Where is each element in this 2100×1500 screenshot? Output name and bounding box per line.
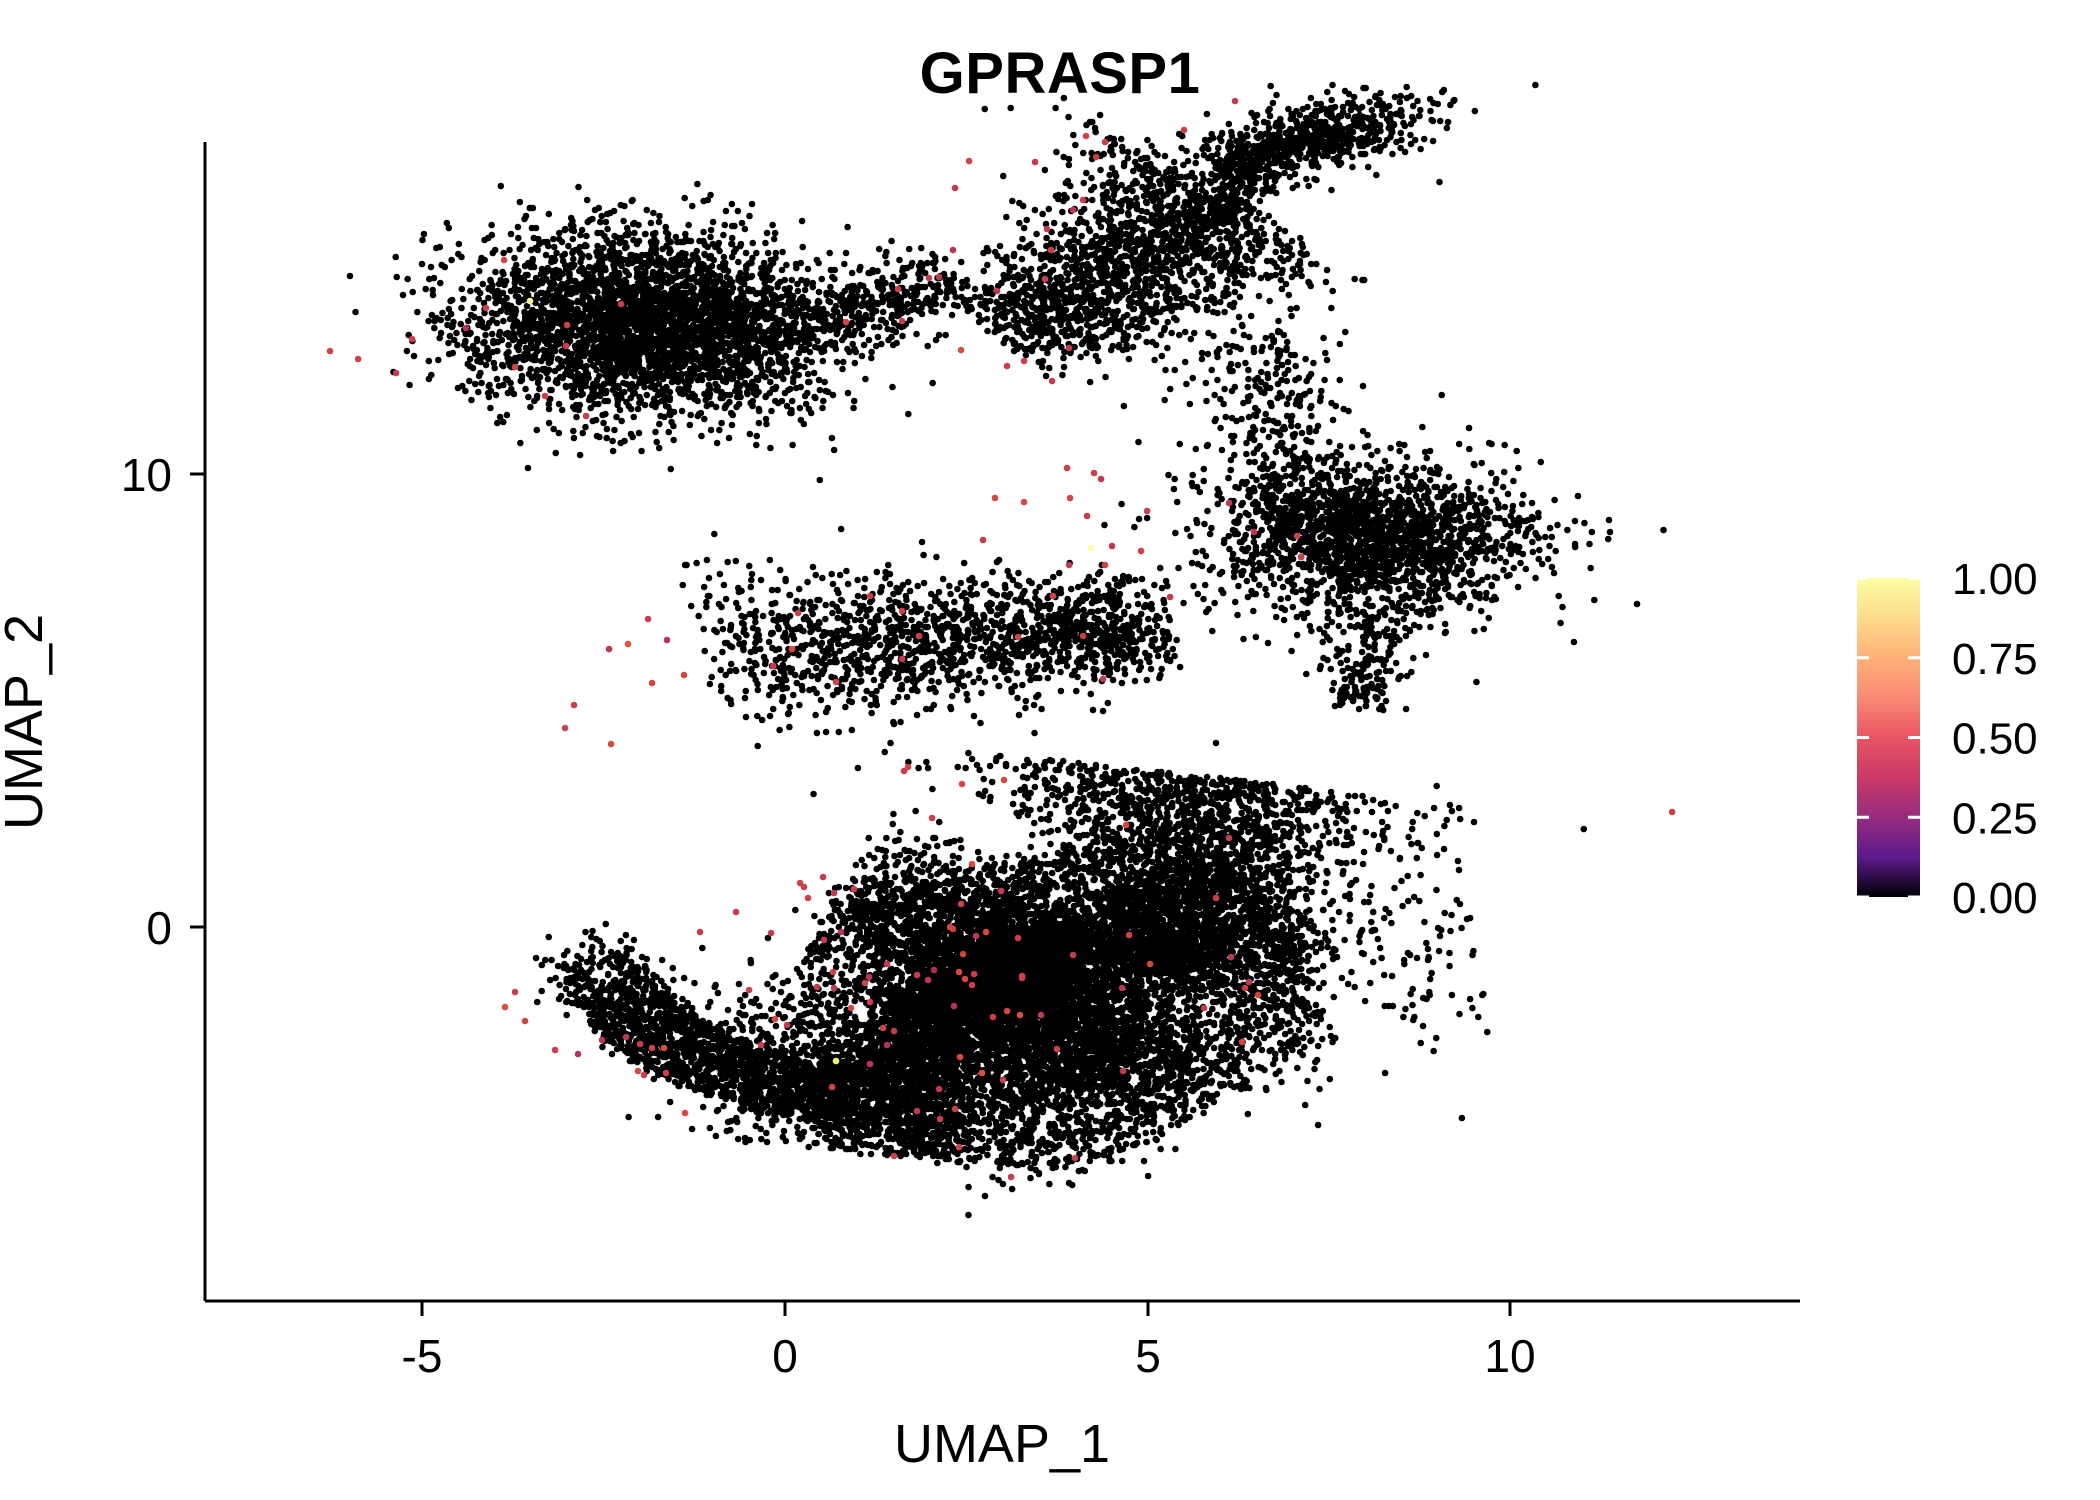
svg-text:0.75: 0.75	[1952, 635, 2038, 684]
svg-text:0.50: 0.50	[1952, 715, 2038, 764]
svg-text:0: 0	[146, 902, 172, 954]
svg-text:1.00: 1.00	[1952, 555, 2038, 604]
svg-text:0: 0	[772, 1330, 798, 1382]
svg-text:UMAP_2: UMAP_2	[0, 614, 54, 830]
svg-text:5: 5	[1135, 1330, 1161, 1382]
svg-text:10: 10	[1484, 1330, 1535, 1382]
svg-text:10: 10	[121, 449, 172, 501]
svg-text:0.00: 0.00	[1952, 874, 2038, 923]
svg-text:UMAP_1: UMAP_1	[894, 1414, 1110, 1474]
svg-text:0.25: 0.25	[1952, 794, 2038, 843]
svg-text:-5: -5	[402, 1330, 443, 1382]
